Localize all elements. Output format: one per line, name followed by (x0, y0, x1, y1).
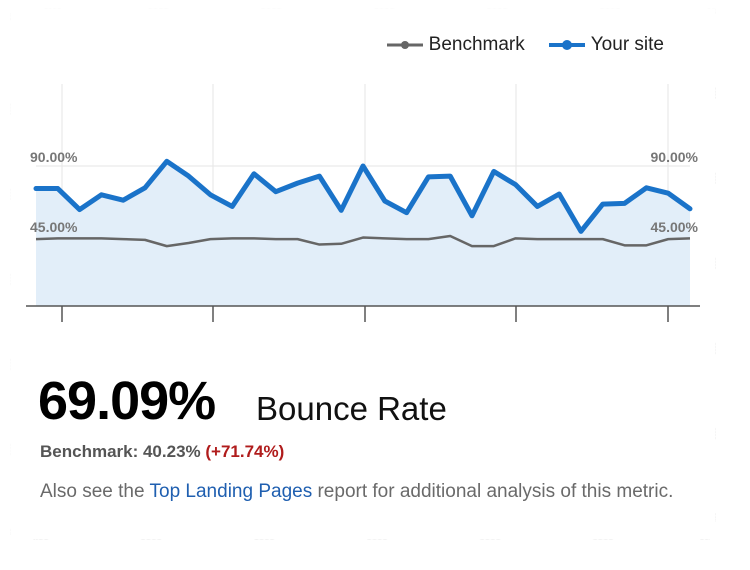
analysis-note: Also see the Top Landing Pages report fo… (40, 479, 710, 505)
your-site-series-line (33, 158, 693, 234)
metric-name: Bounce Rate (256, 390, 447, 427)
note-text-after: report for additional analysis of this m… (312, 481, 674, 502)
y-tick-label-left-1: 45.00% (30, 219, 78, 235)
y-tick-label-right-0: 90.00% (651, 149, 699, 165)
your-site-area (36, 161, 690, 306)
chart-legend: Benchmark Your site (385, 34, 664, 56)
top-landing-pages-link[interactable]: Top Landing Pages (149, 481, 313, 502)
benchmark-comparison: Benchmark: 40.23% (+71.74%) (40, 442, 284, 462)
legend-item-benchmark[interactable]: Benchmark (385, 34, 525, 56)
y-tick-label-left-0: 90.00% (30, 149, 78, 165)
your-site-line-icon (548, 40, 585, 50)
legend-your-site-label: Your site (590, 34, 664, 55)
bounce-rate-value: 69.09% (38, 371, 216, 431)
note-text-before: Also see the (40, 481, 150, 502)
bounce-rate-chart: 90.00% 90.00% 45.00% 45.00% (26, 84, 700, 322)
legend-benchmark-label: Benchmark (428, 34, 525, 55)
legend-item-your-site[interactable]: Your site (547, 34, 664, 56)
y-tick-label-right-1: 45.00% (651, 219, 699, 235)
benchmark-line-icon (386, 41, 423, 49)
benchmark-text: Benchmark: 40.23% (40, 442, 206, 461)
bounce-rate-card: Benchmark Your site 90.00% 90.00% 45.00% 45… (10, 8, 716, 540)
benchmark-delta: (+71.74%) (205, 442, 285, 461)
benchmark-series-line (35, 234, 691, 248)
